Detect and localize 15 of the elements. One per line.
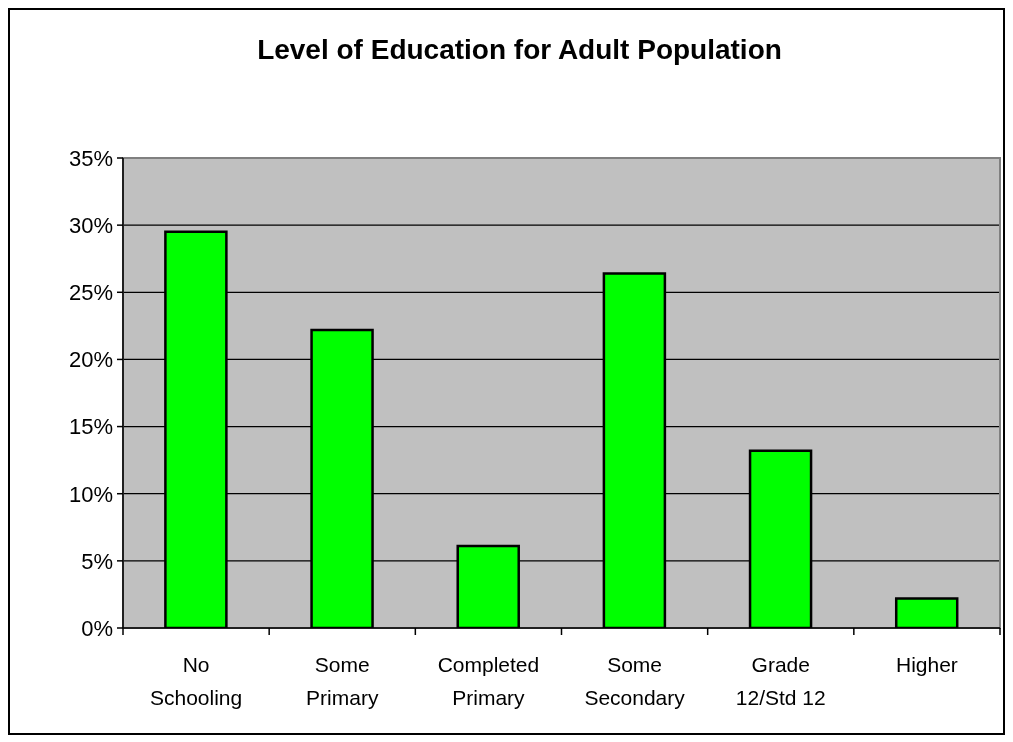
y-tick-label: 35% [68,145,113,171]
x-tick-label: Some Secondary [584,653,686,709]
y-tick-label: 15% [68,414,113,440]
x-tick-label: No Schooling [149,653,243,709]
y-tick-label: 20% [68,347,113,373]
y-tick-label: 30% [68,212,113,238]
y-tick-label: 25% [68,280,113,306]
chart-title: Level of Education for Adult Population [257,34,782,65]
x-tick-label: Higher [895,653,958,676]
y-tick-label: 5% [81,548,113,574]
x-tick-label: Grade 12/Std 12 [735,653,826,709]
y-tick-label: 10% [68,481,113,507]
y-tick-label: 0% [81,615,113,641]
x-tick-label: Completed Primary [437,653,540,709]
x-tick-label: Some Primary [306,653,379,709]
